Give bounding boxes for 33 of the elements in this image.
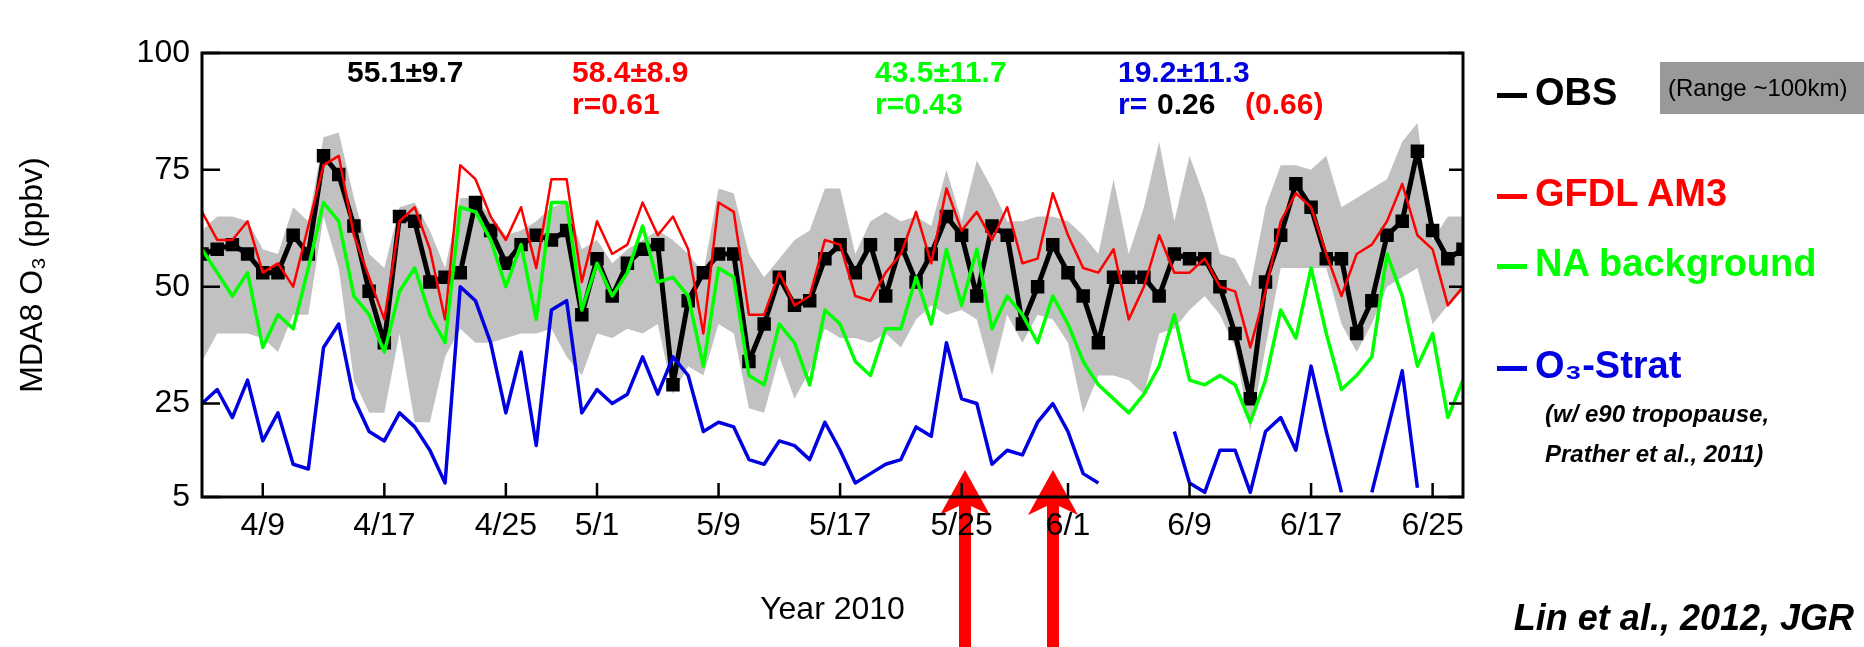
y-axis-title: MDA8 O₃ (ppbv) (13, 157, 50, 393)
annotation: r=0.43 (875, 87, 963, 120)
y-tick-label: 5 (172, 476, 190, 513)
x-tick-label: 5/17 (808, 506, 872, 543)
legend-label: GFDL AM3 (1535, 172, 1728, 214)
text: Lin et al., 2012, JGR (1513, 597, 1854, 638)
y-tick-label: 50 (154, 266, 190, 303)
legend-label: O₃-Strat (1535, 344, 1682, 386)
annotation: (0.66) (1245, 87, 1324, 120)
annotation: 19.2±11.3 (1118, 55, 1250, 88)
annotation: r= (1118, 87, 1148, 120)
x-tick-label: 5/1 (574, 506, 620, 543)
annotation: 43.5±11.7 (875, 55, 1007, 88)
text: (w/ e90 tropopause, (1545, 400, 1770, 427)
annotation: 55.1±9.7 (347, 55, 464, 88)
x-tick-label: 4/9 (240, 506, 286, 543)
x-tick-label: 5/9 (696, 506, 741, 543)
legend-label: OBS (1535, 71, 1618, 113)
x-tick-label: 6/17 (1279, 506, 1343, 543)
legend-label: NA background (1535, 242, 1817, 284)
annotation: r=0.61 (572, 87, 660, 120)
annotation: 58.4±8.9 (572, 55, 689, 88)
text: Prather et al., 2011) (1545, 440, 1764, 467)
x-tick-label: 6/9 (1167, 506, 1212, 543)
text: (Range ~100km) (1660, 62, 1864, 114)
x-tick-label: 4/25 (474, 506, 537, 543)
y-tick-label: 25 (154, 383, 190, 420)
y-tick-label: 100 (136, 32, 190, 69)
annotation: 0.26 (1157, 87, 1216, 120)
x-axis-title: Year 2010 (760, 589, 905, 626)
x-tick-label: 4/17 (353, 506, 416, 543)
y-tick-label: 75 (154, 149, 190, 186)
x-tick-label: 6/25 (1401, 506, 1464, 543)
